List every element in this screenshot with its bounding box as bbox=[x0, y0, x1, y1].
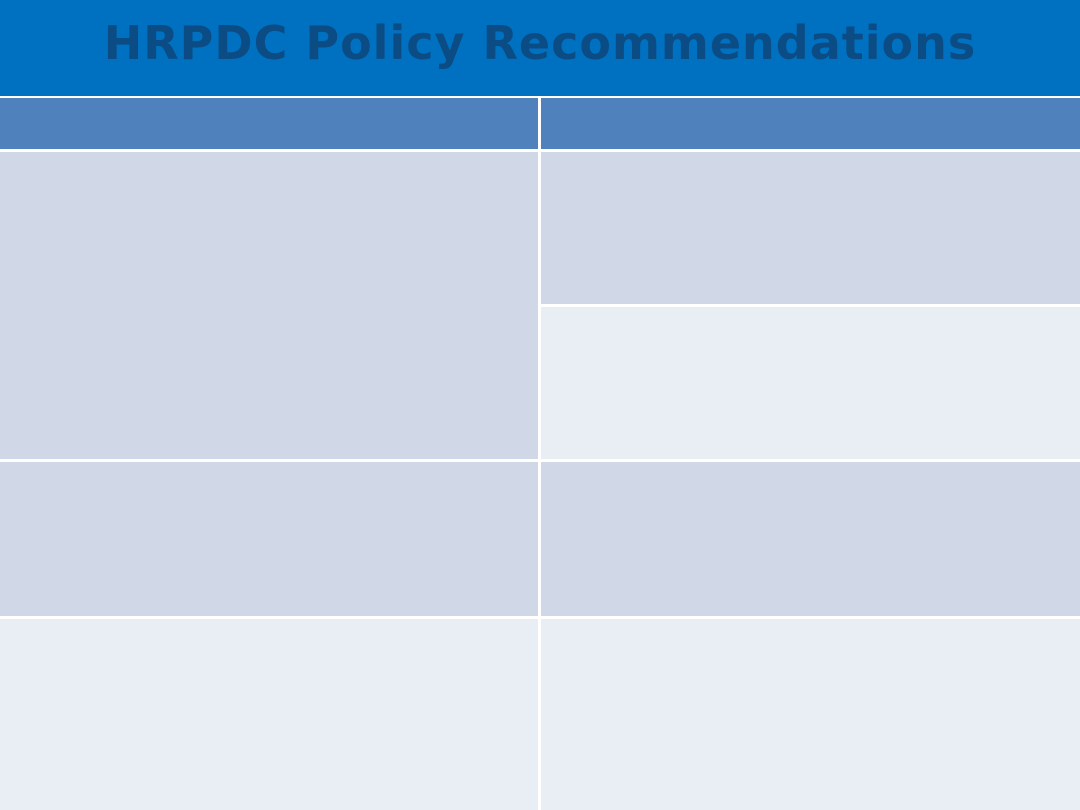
table-cell-row4-left bbox=[0, 619, 538, 810]
table-header-cell-right bbox=[541, 98, 1080, 149]
table-cell-row3-right bbox=[541, 462, 1080, 616]
table-cell-row1-left bbox=[0, 152, 538, 459]
table-header-cell-left bbox=[0, 98, 538, 149]
table-cell-row4-right bbox=[541, 619, 1080, 810]
table-cell-row3-left bbox=[0, 462, 538, 616]
table-cell-row1-right bbox=[541, 152, 1080, 304]
title-band: HRPDC Policy Recommendations bbox=[0, 0, 1080, 96]
slide-title: HRPDC Policy Recommendations bbox=[103, 16, 977, 70]
table-cell-row2-right bbox=[541, 307, 1080, 459]
